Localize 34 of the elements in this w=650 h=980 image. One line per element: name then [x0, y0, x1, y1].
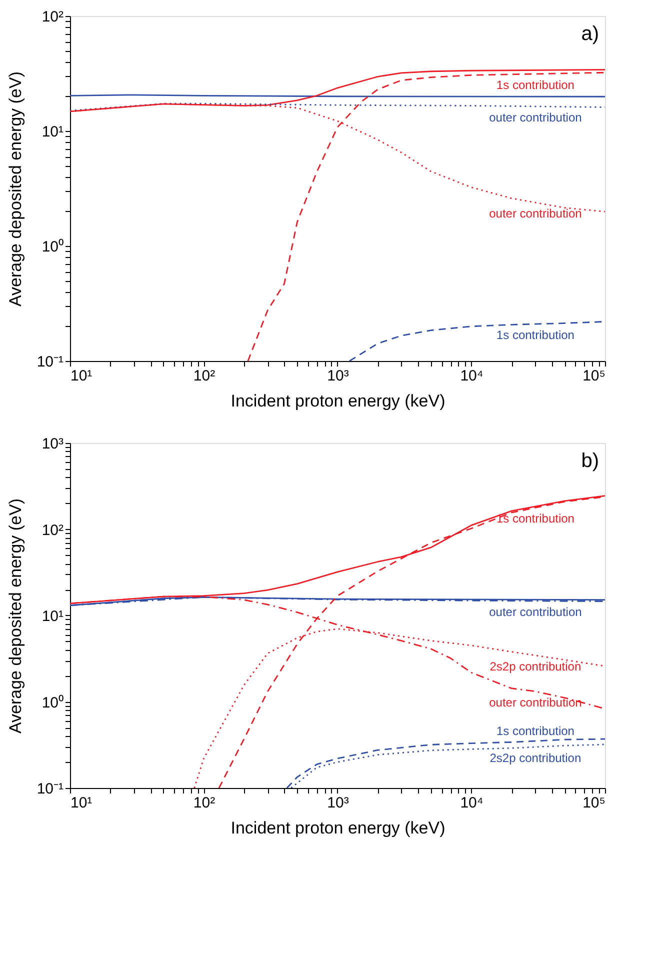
y-tick-label: 10¹ [42, 124, 64, 140]
y-tick-label: 10³ [42, 436, 64, 452]
y-tick-label: 10⁻¹ [36, 780, 64, 798]
x-tick-label: 10³ [327, 794, 349, 812]
series-label: 2s2p contribution [490, 659, 582, 674]
x-tick-label: 10¹ [70, 368, 92, 384]
x-tick-label: 10⁴ [460, 794, 484, 812]
series-label: outer contribution [489, 695, 582, 710]
y-tick-label: 10⁰ [42, 238, 64, 256]
x-tick-label: 10⁵ [582, 368, 606, 384]
x-axis-title: Incident proton energy (keV) [230, 392, 446, 410]
series-label: 1s contribution [496, 724, 574, 738]
series-label: outer contribution [489, 604, 582, 619]
x-tick-label: 10² [193, 368, 216, 384]
x-tick-label: 10³ [327, 368, 349, 384]
series-label: 1s contribution [496, 328, 574, 342]
y-tick-label: 10⁰ [42, 694, 64, 712]
y-axis-title: Average deposited energy (eV) [6, 71, 25, 307]
y-tick-label: 10¹ [42, 608, 64, 625]
x-tick-label: 10⁴ [460, 368, 484, 384]
annotation: a) [581, 23, 599, 45]
y-axis-title: Average deposited energy (eV) [6, 498, 25, 734]
series-label: 2s2p contribution [490, 750, 582, 765]
y-tick-label: 10² [42, 8, 64, 26]
y-tick-label: 10⁻¹ [36, 354, 64, 370]
series-label: 1s contribution [496, 78, 574, 92]
x-tick-label: 10² [193, 794, 216, 812]
series-label: outer contribution [489, 206, 582, 221]
y-tick-label: 10² [42, 522, 64, 539]
x-tick-label: 10¹ [70, 794, 92, 812]
series-label: outer contribution [489, 110, 582, 124]
x-axis-title: Incident proton energy (keV) [230, 818, 446, 838]
annotation: b) [581, 450, 599, 472]
x-tick-label: 10⁵ [582, 794, 606, 812]
